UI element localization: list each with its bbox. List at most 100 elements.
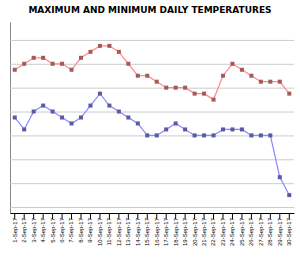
marker	[202, 92, 206, 96]
marker	[13, 116, 17, 120]
x-tick-label: 18-Sep-17	[173, 217, 179, 246]
marker	[193, 92, 197, 96]
marker	[41, 104, 45, 108]
x-tick-label: 15-Sep-17	[144, 217, 150, 246]
x-tick-label: 5-Sep-17	[50, 217, 56, 242]
y-tick	[10, 88, 294, 89]
y-tick	[10, 40, 294, 41]
marker	[107, 104, 111, 108]
marker	[70, 68, 74, 72]
marker	[98, 92, 102, 96]
marker	[259, 133, 263, 137]
marker	[174, 121, 178, 125]
marker	[278, 175, 282, 179]
marker	[60, 62, 64, 66]
x-tick-label: 28-Sep-17	[267, 217, 273, 246]
x-tick: 11-Sep-17	[106, 213, 112, 246]
marker	[249, 133, 253, 137]
x-tick-label: 3-Sep-17	[31, 217, 37, 242]
y-axis	[10, 23, 294, 214]
marker	[13, 68, 17, 72]
marker	[221, 127, 225, 131]
x-tick-label: 14-Sep-17	[135, 217, 141, 246]
x-tick: 13-Sep-17	[125, 213, 131, 246]
x-tick-label: 1-Sep-17	[12, 217, 18, 242]
marker	[155, 133, 159, 137]
marker	[287, 92, 291, 96]
x-tick: 26-Sep-17	[248, 213, 254, 246]
x-tick: 21-Sep-17	[201, 213, 207, 246]
marker	[278, 80, 282, 84]
y-tick	[10, 159, 294, 160]
x-tick-label: 19-Sep-17	[182, 217, 188, 246]
marker	[22, 127, 26, 131]
x-tick-label: 11-Sep-17	[106, 217, 112, 245]
marker	[51, 110, 55, 114]
marker	[183, 127, 187, 131]
marker	[259, 80, 263, 84]
x-tick-label: 13-Sep-17	[125, 217, 131, 246]
x-tick-label: 17-Sep-17	[163, 217, 169, 246]
y-tick	[10, 183, 294, 184]
x-tick: 20-Sep-17	[192, 213, 198, 246]
x-tick: 2-Sep-17	[21, 213, 27, 243]
x-tick: 16-Sep-17	[154, 213, 160, 246]
x-tick: 3-Sep-17	[31, 213, 37, 243]
x-tick: 29-Sep-17	[277, 213, 283, 246]
x-tick-label: 20-Sep-17	[192, 217, 198, 246]
x-tick-label: 6-Sep-17	[59, 217, 65, 242]
x-tick-label: 23-Sep-17	[220, 217, 226, 246]
x-tick-label: 4-Sep-17	[40, 217, 46, 242]
x-tick: 1-Sep-17	[12, 213, 18, 243]
x-tick-label: 12-Sep-17	[116, 217, 122, 246]
marker	[32, 110, 36, 114]
marker	[32, 56, 36, 60]
x-tick: 17-Sep-17	[163, 213, 169, 246]
x-tick-label: 16-Sep-17	[154, 217, 160, 246]
x-tick-label: 30-Sep-17	[286, 217, 292, 246]
marker	[183, 86, 187, 90]
marker	[126, 116, 130, 120]
x-tick: 25-Sep-17	[239, 213, 245, 246]
marker	[193, 133, 197, 137]
marker	[287, 193, 291, 197]
marker	[164, 86, 168, 90]
grid-line	[10, 183, 294, 184]
marker	[41, 56, 45, 60]
x-tick: 18-Sep-17	[173, 213, 179, 246]
grid-line	[10, 40, 294, 41]
x-tick: 5-Sep-17	[50, 213, 56, 243]
x-tick: 6-Sep-17	[59, 213, 65, 243]
x-tick-label: 8-Sep-17	[78, 217, 84, 242]
marker	[79, 116, 83, 120]
chart: MAXIMUM AND MINIMUM DAILY TEMPERATURES1-…	[0, 0, 300, 257]
marker	[22, 62, 26, 66]
marker	[136, 121, 140, 125]
marker	[98, 44, 102, 48]
x-tick-label: 26-Sep-17	[248, 217, 254, 246]
grid-line	[10, 88, 294, 89]
x-tick: 30-Sep-17	[286, 213, 292, 246]
marker	[249, 74, 253, 78]
x-tick-label: 7-Sep-17	[68, 217, 74, 242]
marker	[230, 127, 234, 131]
marker	[268, 80, 272, 84]
plot: 1-Sep-172-Sep-17 3-Sep-174-Sep-17 5-Sep-17…	[10, 23, 295, 247]
x-tick-label: 24-Sep-17	[229, 217, 235, 246]
marker	[136, 74, 140, 78]
grid-line	[10, 159, 294, 160]
marker	[51, 62, 55, 66]
marker	[70, 121, 74, 125]
marker	[240, 127, 244, 131]
marker	[240, 68, 244, 72]
x-tick: 19-Sep-17	[182, 213, 188, 246]
marks	[13, 44, 292, 197]
marker	[79, 56, 83, 60]
marker	[221, 74, 225, 78]
x-tick: 4-Sep-17	[40, 213, 46, 243]
marker	[88, 50, 92, 54]
x-tick-label: 25-Sep-17	[239, 217, 245, 246]
marker	[174, 86, 178, 90]
series-line	[15, 94, 290, 195]
x-tick: 14-Sep-17	[135, 213, 141, 246]
